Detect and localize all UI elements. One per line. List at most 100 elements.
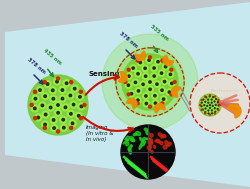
Ellipse shape	[162, 145, 166, 149]
Circle shape	[127, 84, 129, 86]
Circle shape	[155, 83, 158, 85]
Circle shape	[136, 99, 138, 101]
Circle shape	[200, 102, 202, 103]
Circle shape	[204, 108, 205, 109]
Ellipse shape	[144, 128, 148, 131]
Circle shape	[64, 106, 66, 108]
Circle shape	[210, 102, 211, 103]
Circle shape	[204, 112, 205, 113]
Wedge shape	[134, 51, 145, 60]
Circle shape	[62, 119, 64, 121]
Circle shape	[124, 81, 126, 84]
Circle shape	[208, 104, 210, 106]
Circle shape	[214, 104, 215, 105]
Circle shape	[162, 98, 164, 100]
Text: 378 nm: 378 nm	[118, 31, 138, 49]
Circle shape	[122, 54, 177, 110]
Circle shape	[36, 87, 43, 94]
Circle shape	[204, 113, 205, 114]
Ellipse shape	[148, 145, 150, 149]
Circle shape	[34, 98, 36, 100]
Circle shape	[77, 115, 80, 117]
Circle shape	[152, 67, 155, 69]
Ellipse shape	[147, 139, 152, 144]
Circle shape	[34, 117, 36, 120]
Circle shape	[161, 78, 167, 85]
Ellipse shape	[145, 138, 150, 140]
Circle shape	[216, 104, 219, 107]
FancyArrowPatch shape	[86, 75, 118, 95]
Circle shape	[148, 105, 151, 108]
Wedge shape	[226, 104, 240, 118]
Circle shape	[31, 105, 38, 112]
Circle shape	[52, 119, 55, 121]
Circle shape	[166, 89, 172, 95]
Circle shape	[138, 61, 141, 64]
Circle shape	[47, 104, 54, 111]
Circle shape	[206, 98, 208, 101]
Circle shape	[60, 124, 67, 131]
Circle shape	[146, 79, 152, 85]
Text: Sensing: Sensing	[88, 71, 119, 77]
Circle shape	[127, 68, 130, 71]
Circle shape	[150, 65, 157, 71]
Circle shape	[217, 100, 218, 101]
Circle shape	[56, 104, 59, 106]
Circle shape	[209, 107, 210, 108]
Circle shape	[203, 105, 204, 106]
Circle shape	[135, 88, 141, 94]
Circle shape	[208, 114, 210, 115]
Wedge shape	[126, 98, 136, 109]
Circle shape	[164, 66, 166, 68]
Circle shape	[134, 81, 136, 84]
Circle shape	[205, 105, 208, 107]
Circle shape	[151, 92, 158, 99]
Circle shape	[71, 85, 78, 92]
Circle shape	[75, 112, 82, 119]
Circle shape	[143, 67, 146, 70]
Circle shape	[136, 102, 138, 105]
Circle shape	[56, 130, 59, 133]
Circle shape	[200, 100, 202, 101]
Circle shape	[76, 93, 83, 100]
Circle shape	[67, 110, 74, 117]
Circle shape	[148, 81, 150, 83]
Circle shape	[139, 81, 146, 88]
Circle shape	[208, 96, 209, 97]
Circle shape	[51, 89, 54, 91]
Circle shape	[210, 110, 212, 111]
Circle shape	[41, 104, 43, 107]
Ellipse shape	[153, 145, 155, 148]
Circle shape	[152, 100, 158, 106]
Circle shape	[142, 100, 149, 107]
Circle shape	[217, 105, 218, 106]
Circle shape	[78, 96, 81, 98]
Circle shape	[37, 116, 39, 119]
Circle shape	[134, 97, 140, 103]
Circle shape	[218, 105, 219, 106]
Circle shape	[201, 108, 203, 111]
Ellipse shape	[157, 140, 160, 143]
Circle shape	[34, 90, 36, 93]
Circle shape	[50, 95, 56, 102]
Circle shape	[69, 112, 72, 115]
Circle shape	[46, 83, 49, 85]
Circle shape	[202, 99, 203, 100]
Circle shape	[216, 108, 217, 109]
Circle shape	[69, 94, 71, 97]
Circle shape	[153, 94, 156, 97]
Circle shape	[207, 110, 208, 111]
Circle shape	[80, 105, 82, 108]
Circle shape	[49, 87, 56, 94]
Circle shape	[156, 60, 158, 63]
Circle shape	[217, 101, 218, 102]
Circle shape	[78, 103, 84, 110]
Circle shape	[210, 109, 212, 112]
Circle shape	[207, 102, 208, 103]
Circle shape	[204, 96, 206, 99]
Circle shape	[150, 73, 157, 79]
Ellipse shape	[130, 139, 134, 142]
Ellipse shape	[135, 132, 140, 136]
Circle shape	[204, 101, 205, 102]
Text: Norfloxacin: Norfloxacin	[210, 89, 238, 93]
